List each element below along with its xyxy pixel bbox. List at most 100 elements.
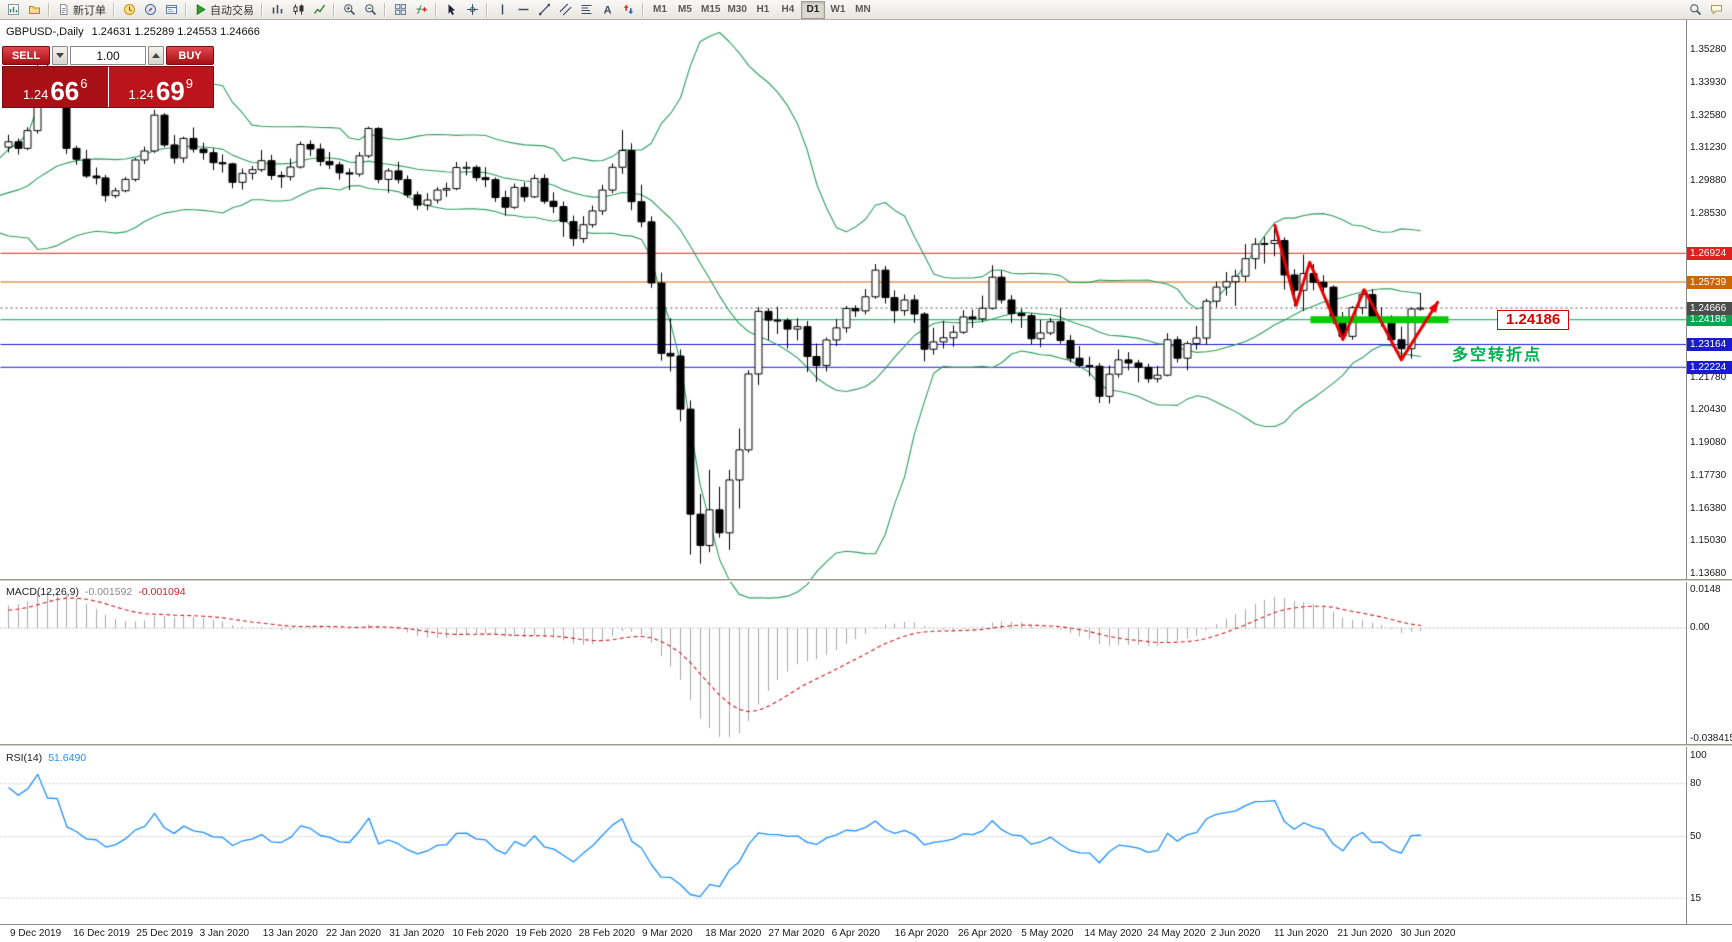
price-tick-label: 1.32580 <box>1690 109 1727 121</box>
price-tick-label: 1.13680 <box>1690 568 1727 580</box>
date-label: 28 Feb 2020 <box>578 928 635 939</box>
panel-divider[interactable] <box>0 744 1732 747</box>
toolbar: 新订单 自动交易 A M1 M5 M15 M30 H1 H4 D1 W1 MN <box>0 0 1732 20</box>
vertical-line-tool-button[interactable] <box>492 1 512 19</box>
indicator-scale-label: 100 <box>1690 750 1707 761</box>
toolbar-separator <box>113 2 115 17</box>
toolbar-separator <box>486 2 488 17</box>
date-label: 16 Apr 2020 <box>894 928 949 939</box>
volume-decrease-button[interactable] <box>52 46 68 65</box>
sell-label: SELL <box>11 49 41 62</box>
date-label: 22 Jan 2020 <box>326 928 382 939</box>
trade-panel-prices: 1.24 66 6 1.24 69 9 <box>2 66 214 108</box>
trendline-tool-button[interactable] <box>534 1 554 19</box>
terminal-button[interactable] <box>161 1 181 19</box>
turning-point-note[interactable]: 多空转折点 <box>1452 347 1543 364</box>
cursor-icon <box>445 3 458 16</box>
macd-name: MACD(12,26,9) <box>6 586 79 598</box>
timeframe-m15-button[interactable]: M15 <box>698 1 723 19</box>
svg-text:A: A <box>603 5 611 16</box>
timeframe-h1-button[interactable]: H1 <box>751 1 775 19</box>
ask-big: 69 <box>155 76 185 107</box>
timeframe-m5-button[interactable]: M5 <box>673 1 697 19</box>
vline-icon <box>496 3 509 16</box>
price-tick-label: 1.20430 <box>1690 404 1727 416</box>
price-line-label: 1.23164 <box>1687 338 1732 351</box>
navigator-icon <box>144 3 157 16</box>
fibonacci-tool-button[interactable] <box>576 1 596 19</box>
crosshair-icon <box>466 3 479 16</box>
timeframe-d1-button[interactable]: D1 <box>800 0 825 19</box>
timeframe-m30-button[interactable]: M30 <box>724 1 749 19</box>
indicators-list-button[interactable] <box>411 1 431 19</box>
cursor-tool-button[interactable] <box>441 1 461 19</box>
ask-price[interactable]: 1.24 69 9 <box>108 67 213 107</box>
date-label: 16 Dec 2019 <box>73 928 130 939</box>
line-chart-mode-button[interactable] <box>309 1 329 19</box>
indicator-scale-label: 0.00 <box>1690 621 1710 633</box>
indicator-scale-label: -0.038415 <box>1690 733 1732 744</box>
bid-price[interactable]: 1.24 66 6 <box>3 67 109 107</box>
hline-icon <box>517 3 530 16</box>
price-callout-label[interactable]: 1.24186 <box>1497 310 1570 330</box>
volume-input[interactable] <box>70 46 146 65</box>
arrows-tool-button[interactable] <box>618 1 638 19</box>
timeframe-h4-button[interactable]: H4 <box>776 1 800 19</box>
chart-canvas[interactable] <box>0 20 1686 925</box>
navigator-button[interactable] <box>140 1 160 19</box>
price-tick-label: 1.17730 <box>1690 469 1727 481</box>
price-axis[interactable]: 1.35280 1.33930 1.32580 1.31230 1.29880 1.285… <box>1686 20 1732 925</box>
crosshair-tool-button[interactable] <box>462 1 482 19</box>
buy-button[interactable]: BUY <box>166 46 214 65</box>
timeframe-w1-button[interactable]: W1 <box>826 1 850 19</box>
chart-profiles-button[interactable] <box>24 1 44 19</box>
newchart-icon <box>7 3 20 16</box>
price-tick-label: 1.21780 <box>1690 371 1727 383</box>
price-tick-label: 1.19080 <box>1690 437 1727 449</box>
new-chart-button[interactable] <box>3 1 23 19</box>
market-watch-button[interactable] <box>119 1 139 19</box>
date-label: 27 Mar 2020 <box>768 928 825 939</box>
chart-ohlc-header: GBPUSD-,Daily 1.24631 1.25289 1.24553 1.2… <box>6 26 260 38</box>
text-tool-button[interactable]: A <box>597 1 617 19</box>
channel-icon <box>559 3 572 16</box>
new-order-button[interactable]: 新订单 <box>54 1 109 19</box>
community-button[interactable] <box>1706 1 1726 19</box>
auto-trading-button[interactable]: 自动交易 <box>191 1 257 19</box>
search-button[interactable] <box>1685 1 1705 19</box>
bar-chart-mode-button[interactable] <box>267 1 287 19</box>
timeframe-m1-button[interactable]: M1 <box>648 1 672 19</box>
play-icon <box>194 3 207 16</box>
bid-big: 66 <box>50 76 80 107</box>
candlestick-mode-button[interactable] <box>288 1 308 19</box>
macd-value-signal: -0.001094 <box>138 586 186 598</box>
price-line-label: 1.26924 <box>1687 246 1732 260</box>
zoom-out-button[interactable] <box>360 1 380 19</box>
chat-icon <box>1710 3 1723 16</box>
symbol-period-label: GBPUSD-,Daily <box>6 26 84 38</box>
toolbar-separator <box>261 2 263 17</box>
panel-divider[interactable] <box>0 924 1732 925</box>
date-label: 11 Jun 2020 <box>1274 928 1329 939</box>
zoom-in-button[interactable] <box>339 1 359 19</box>
channel-tool-button[interactable] <box>555 1 575 19</box>
rsi-value: 51.6490 <box>48 752 87 764</box>
price-tick-label: 1.33930 <box>1690 76 1727 88</box>
timeframe-mn-button[interactable]: MN <box>851 1 875 19</box>
bid-main: 1.24 <box>23 86 49 102</box>
panel-divider[interactable] <box>0 579 1732 582</box>
tile-windows-button[interactable] <box>390 1 410 19</box>
arrows-icon <box>622 3 635 16</box>
horizontal-line-tool-button[interactable] <box>513 1 533 19</box>
price-line-label: 1.25739 <box>1687 275 1732 289</box>
textA-icon: A <box>601 3 614 16</box>
bid-sup: 6 <box>80 76 88 91</box>
date-label: 9 Dec 2019 <box>10 928 62 939</box>
volume-increase-button[interactable] <box>148 46 164 65</box>
sell-button[interactable]: SELL <box>2 46 50 65</box>
date-label: 30 Jun 2020 <box>1400 928 1456 939</box>
price-tick-label: 1.28530 <box>1690 207 1727 219</box>
date-label: 31 Jan 2020 <box>389 928 445 939</box>
toolbar-separator <box>384 2 386 17</box>
time-axis[interactable]: 9 Dec 2019 16 Dec 2019 25 Dec 2019 3 Jan 20… <box>0 925 1732 942</box>
